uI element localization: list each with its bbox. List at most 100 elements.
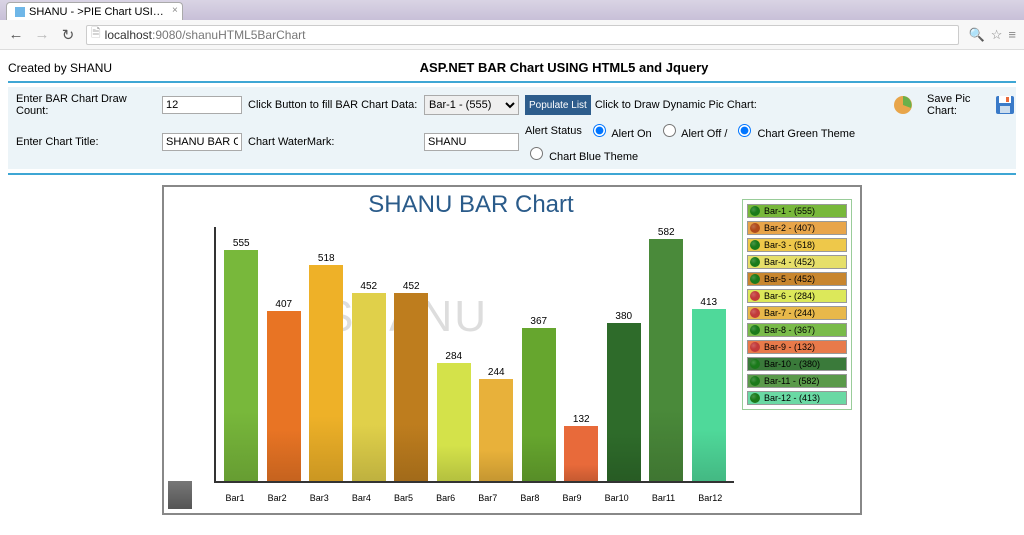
bar-bar2: 407	[266, 299, 302, 481]
radio-alert-on[interactable]: Alert On	[588, 121, 652, 140]
legend-dot-icon	[750, 325, 760, 335]
legend-dot-icon	[750, 308, 760, 318]
x-label: Bar11	[652, 493, 675, 503]
bar-value: 582	[658, 227, 675, 238]
legend-label: Bar-11 - (582)	[764, 376, 819, 386]
x-label: Bar7	[478, 493, 497, 503]
legend-dot-icon	[750, 206, 760, 216]
bar-bar10: 380	[606, 311, 642, 481]
bar-bar7: 244	[478, 367, 514, 481]
chart-title-label: Enter Chart Title:	[16, 136, 156, 148]
page-title: ASP.NET BAR Chart USING HTML5 and Jquery	[112, 60, 1016, 75]
alert-status-row: Alert Status Alert On Alert Off / Chart …	[525, 121, 885, 163]
x-axis-labels: Bar1Bar2Bar3Bar4Bar5Bar6Bar7Bar8Bar9Bar1…	[214, 493, 734, 503]
x-label: Bar8	[520, 493, 539, 503]
chart-title: SHANU BAR Chart	[204, 191, 738, 219]
alert-status-label: Alert Status	[525, 125, 582, 137]
legend-item: Bar-2 - (407)	[747, 221, 847, 235]
radio-green-theme[interactable]: Chart Green Theme	[733, 121, 855, 140]
legend-dot-icon	[750, 359, 760, 369]
browser-toolbar: ← → ↻ 🗎 localhost:9080/shanuHTML5BarChar…	[0, 20, 1024, 50]
bar-rect	[224, 250, 258, 481]
bar-rect	[649, 239, 683, 482]
page-icon: 🗎	[91, 24, 101, 45]
legend-dot-icon	[750, 274, 760, 284]
x-label: Bar1	[226, 493, 245, 503]
legend-item: Bar-5 - (452)	[747, 272, 847, 286]
url-port: :9080	[152, 28, 182, 42]
bar-value: 452	[403, 281, 420, 292]
x-label: Bar5	[394, 493, 413, 503]
chart-title-input[interactable]	[162, 133, 242, 151]
legend-dot-icon	[750, 291, 760, 301]
bar-rect	[692, 309, 726, 481]
page-body: Created by SHANU ASP.NET BAR Chart USING…	[0, 50, 1024, 535]
legend-dot-icon	[750, 223, 760, 233]
bar-rect	[522, 328, 556, 481]
radio-blue-theme[interactable]: Chart Blue Theme	[525, 144, 638, 163]
zoom-icon[interactable]: 🔍	[969, 27, 985, 43]
bar-value: 132	[573, 414, 590, 425]
legend-item: Bar-9 - (132)	[747, 340, 847, 354]
populate-button[interactable]: Populate List	[525, 95, 591, 115]
bar-bar12: 413	[691, 297, 727, 481]
bar-value: 413	[700, 297, 717, 308]
x-label: Bar10	[605, 493, 629, 503]
save-pic-label: Save Pic Chart:	[927, 93, 987, 117]
bar-bar1: 555	[223, 238, 259, 481]
forward-icon[interactable]: →	[34, 26, 50, 43]
url-path: /shanuHTML5BarChart	[182, 28, 305, 42]
close-icon[interactable]: ×	[172, 5, 178, 16]
divider	[8, 81, 1016, 83]
avatar	[168, 481, 192, 509]
bar-value: 380	[615, 311, 632, 322]
menu-icon[interactable]: ≡	[1008, 27, 1016, 43]
bar-rect	[607, 323, 641, 481]
browser-tab[interactable]: SHANU - >PIE Chart USI… ×	[6, 2, 183, 20]
legend-dot-icon	[750, 376, 760, 386]
legend-item: Bar-8 - (367)	[747, 323, 847, 337]
watermark-label: Chart WaterMark:	[248, 136, 418, 148]
x-label: Bar9	[563, 493, 582, 503]
radio-alert-off[interactable]: Alert Off /	[658, 121, 728, 140]
watermark-input[interactable]	[424, 133, 519, 151]
bar-rect	[437, 363, 471, 481]
legend-dot-icon	[750, 240, 760, 250]
chart-plot: 555407518452452284244367132380582413	[214, 227, 734, 483]
x-label: Bar6	[436, 493, 455, 503]
bar-rect	[352, 293, 386, 481]
legend-label: Bar-8 - (367)	[764, 325, 815, 335]
address-bar[interactable]: 🗎 localhost:9080/shanuHTML5BarChart	[86, 25, 959, 45]
legend-label: Bar-12 - (413)	[764, 393, 820, 403]
chart-area: SHANU BAR Chart SHANU 555407518452452284…	[164, 187, 742, 513]
chart-legend: Bar-1 - (555)Bar-2 - (407)Bar-3 - (518)B…	[742, 199, 852, 410]
bookmark-icon[interactable]: ☆	[991, 27, 1003, 43]
save-disk-icon[interactable]	[993, 93, 1017, 117]
legend-label: Bar-9 - (132)	[764, 342, 815, 352]
legend-label: Bar-7 - (244)	[764, 308, 815, 318]
bar-bar11: 582	[648, 227, 684, 482]
chart-pie-icon[interactable]	[891, 93, 915, 117]
bar-value: 407	[275, 299, 292, 310]
x-label: Bar12	[698, 493, 722, 503]
draw-count-input[interactable]	[162, 96, 242, 114]
x-label: Bar4	[352, 493, 371, 503]
toolbar-right: 🔍 ☆ ≡	[969, 27, 1016, 43]
bar-rect	[267, 311, 301, 481]
reload-icon[interactable]: ↻	[60, 26, 76, 44]
legend-label: Bar-2 - (407)	[764, 223, 815, 233]
x-label: Bar2	[268, 493, 287, 503]
legend-label: Bar-6 - (284)	[764, 291, 815, 301]
legend-dot-icon	[750, 393, 760, 403]
back-icon[interactable]: ←	[8, 26, 24, 43]
legend-item: Bar-10 - (380)	[747, 357, 847, 371]
legend-dot-icon	[750, 342, 760, 352]
dynamic-pie-label: Click to Draw Dynamic Pic Chart:	[595, 99, 757, 111]
bar-value: 452	[360, 281, 377, 292]
bar-rect	[564, 426, 598, 481]
legend-item: Bar-12 - (413)	[747, 391, 847, 405]
fill-data-label: Click Button to fill BAR Chart Data:	[248, 99, 418, 111]
legend-item: Bar-3 - (518)	[747, 238, 847, 252]
bar-select[interactable]: Bar-1 - (555)	[424, 95, 519, 115]
draw-count-label: Enter BAR Chart Draw Count:	[16, 93, 156, 117]
